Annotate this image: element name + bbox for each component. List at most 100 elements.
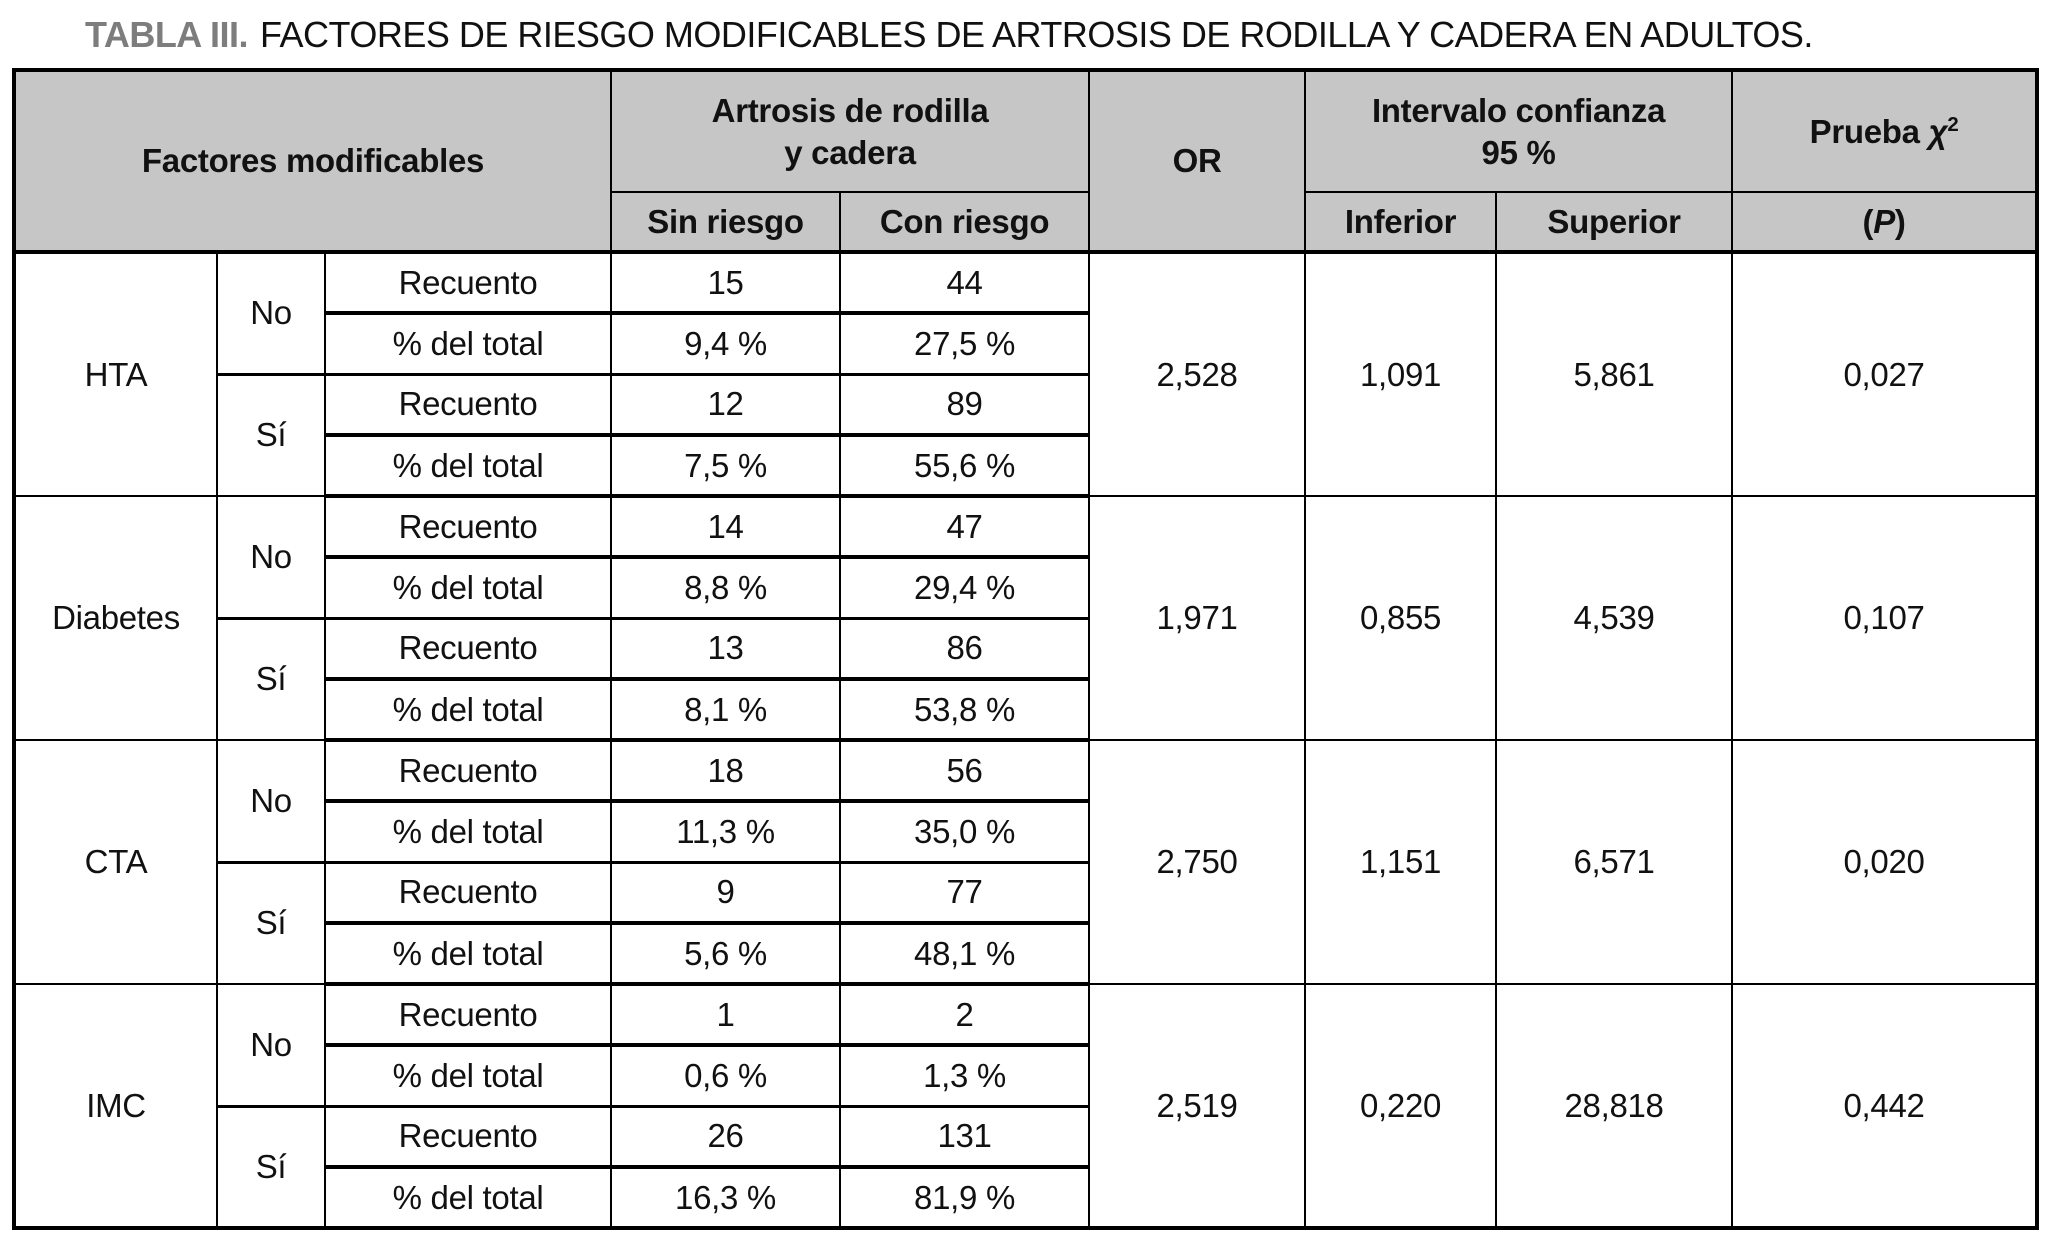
factor-cell: Diabetes [13,495,218,741]
header-prueba-chi2: Prueba χ2 [1731,69,2039,193]
measure-label-cell: % del total [323,1165,613,1230]
or-cell: 2,750 [1088,739,1307,985]
measure-label-cell: Recuento [323,372,613,436]
value-cell: 131 [839,1104,1091,1168]
yesno-cell: No [216,251,326,375]
value-cell: 29,4 % [839,555,1091,619]
value-cell: 55,6 % [839,433,1091,498]
table-row: % del total 8,1 % 53,8 % [14,677,2037,742]
table-row: Sí Recuento 12 89 [14,372,2037,497]
value-cell: 35,0 % [839,799,1091,863]
value-cell: 5,6 % [610,921,842,986]
value-cell: 9 [610,860,842,924]
table-row: HTA No Recuento 15 44 2,528 1,091 5,861 … [13,251,2039,497]
value-cell: 1 [610,983,842,1046]
header-prueba-label: Prueba [1809,112,1929,150]
measure-label-cell: Recuento [323,860,613,924]
header-row-2: Sin riesgo Con riesgo Inferior Superior … [14,191,2039,254]
value-cell: 12 [610,372,842,436]
table-row: % del total 0,6 % 1,3 % [14,1043,2037,1107]
value-cell: 18 [610,739,842,802]
measure-label-cell: Recuento [323,983,613,1046]
header-or: OR [1088,69,1307,254]
value-cell: 48,1 % [839,921,1091,986]
header-artrosis-line1: Artrosis de rodilla [711,92,989,130]
measure-label-cell: % del total [323,433,613,498]
ci-superior-cell: 6,571 [1495,739,1734,985]
p-letter: P [1873,202,1895,240]
header-artrosis-line2: y cadera [784,133,916,171]
yesno-cell: Sí [216,372,326,497]
ci-superior-cell: 28,818 [1495,983,1734,1229]
factor-cell: CTA [13,739,218,985]
table-row: Diabetes No Recuento 14 47 1,971 0,855 4… [13,495,2039,741]
value-cell: 2 [839,983,1091,1046]
value-cell: 44 [839,251,1091,314]
p-paren-open: ( [1862,202,1874,240]
table-row: Sí Recuento 13 86 [14,616,2037,741]
value-cell: 15 [610,251,842,314]
yesno-cell: Sí [216,1104,326,1229]
ci-inferior-cell: 1,091 [1304,251,1498,497]
p-cell: 0,442 [1731,983,2039,1229]
table-body: HTA No Recuento 15 44 2,528 1,091 5,861 … [13,251,2039,1230]
value-cell: 56 [839,739,1091,802]
value-cell: 89 [839,372,1091,436]
value-cell: 11,3 % [610,799,842,863]
table-number-label: TABLA III. [85,14,248,55]
table-header: Factores modificables Artrosis de rodill… [12,69,2039,254]
value-cell: 27,5 % [839,311,1091,375]
header-intervalo-confianza: Intervalo confianza 95 % [1304,69,1734,193]
value-cell: 53,8 % [839,677,1091,742]
factor-cell: IMC [13,983,218,1229]
chi-symbol: χ [1928,112,1948,150]
measure-label-cell: % del total [323,921,613,986]
ci-inferior-cell: 0,855 [1304,495,1498,741]
value-cell: 81,9 % [839,1165,1091,1230]
value-cell: 7,5 % [610,433,842,498]
p-cell: 0,107 [1731,495,2039,741]
header-intervalo-line1: Intervalo confianza [1371,92,1666,130]
ci-inferior-cell: 1,151 [1304,739,1498,985]
value-cell: 13 [610,616,842,680]
p-paren-close: ) [1894,202,1906,240]
measure-label-cell: Recuento [323,739,613,802]
yesno-cell: No [216,983,326,1107]
header-factores-modificables: Factores modificables [12,69,613,254]
header-artrosis: Artrosis de rodilla y cadera [610,69,1091,193]
chi-exponent: 2 [1947,112,1959,136]
or-cell: 2,519 [1088,983,1307,1229]
value-cell: 1,3 % [839,1043,1091,1107]
ci-superior-cell: 4,539 [1495,495,1734,741]
value-cell: 9,4 % [610,311,842,375]
value-cell: 0,6 % [610,1043,842,1107]
measure-label-cell: Recuento [323,616,613,680]
table-row: % del total 16,3 % 81,9 % [14,1165,2037,1230]
measure-label-cell: Recuento [323,1104,613,1168]
value-cell: 86 [839,616,1091,680]
measure-label-cell: % del total [323,799,613,863]
value-cell: 14 [610,495,842,558]
table-row: % del total 5,6 % 48,1 % [14,921,2037,986]
value-cell: 47 [839,495,1091,558]
header-sin-riesgo: Sin riesgo [610,191,842,254]
table-row: Sí Recuento 26 131 [14,1104,2037,1229]
measure-label-cell: % del total [323,555,613,619]
measure-label-cell: % del total [323,311,613,375]
factor-cell: HTA [13,251,218,497]
table-row: % del total 7,5 % 55,6 % [14,433,2037,498]
table-row: IMC No Recuento 1 2 2,519 0,220 28,818 0… [13,983,2039,1229]
risk-factors-table: Factores modificables Artrosis de rodill… [12,68,2040,1230]
or-cell: 2,528 [1088,251,1307,497]
value-cell: 16,3 % [610,1165,842,1230]
yesno-cell: Sí [216,616,326,741]
yesno-cell: Sí [216,860,326,985]
value-cell: 8,1 % [610,677,842,742]
value-cell: 8,8 % [610,555,842,619]
yesno-cell: No [216,739,326,863]
yesno-cell: No [216,495,326,619]
value-cell: 77 [839,860,1091,924]
header-con-riesgo: Con riesgo [839,191,1091,254]
measure-label-cell: Recuento [323,495,613,558]
